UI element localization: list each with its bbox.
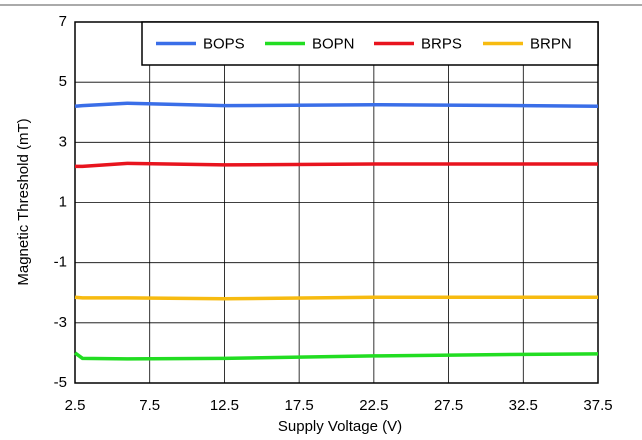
series-line — [74, 295, 598, 301]
y-tick-label: 5 — [59, 73, 67, 90]
series-line — [75, 161, 598, 169]
legend-label: BOPN — [312, 35, 355, 52]
y-tick-label: -1 — [54, 254, 67, 271]
x-tick-label: 22.5 — [359, 397, 388, 414]
y-tick-label: 7 — [59, 13, 67, 30]
x-tick-label: 27.5 — [434, 397, 463, 414]
y-tick-label: 1 — [59, 193, 67, 210]
y-axis-label: Magnetic Threshold (mT) — [15, 118, 32, 285]
x-axis-label: Supply Voltage (V) — [278, 418, 402, 435]
x-tick-label: 32.5 — [509, 397, 538, 414]
x-tick-label: 17.5 — [285, 397, 314, 414]
y-tick-label: 3 — [59, 133, 67, 150]
legend-label: BRPN — [530, 35, 572, 52]
y-tick-label: -5 — [54, 374, 67, 391]
x-tick-label: 12.5 — [210, 397, 239, 414]
x-tick-label: 2.5 — [65, 397, 86, 414]
x-tick-label: 7.5 — [139, 397, 160, 414]
legend-label: BOPS — [203, 35, 245, 52]
series-line — [74, 101, 599, 108]
y-tick-label: -3 — [54, 314, 67, 331]
legend-label: BRPS — [421, 35, 462, 52]
x-tick-label: 37.5 — [583, 397, 612, 414]
series-line — [73, 351, 599, 361]
